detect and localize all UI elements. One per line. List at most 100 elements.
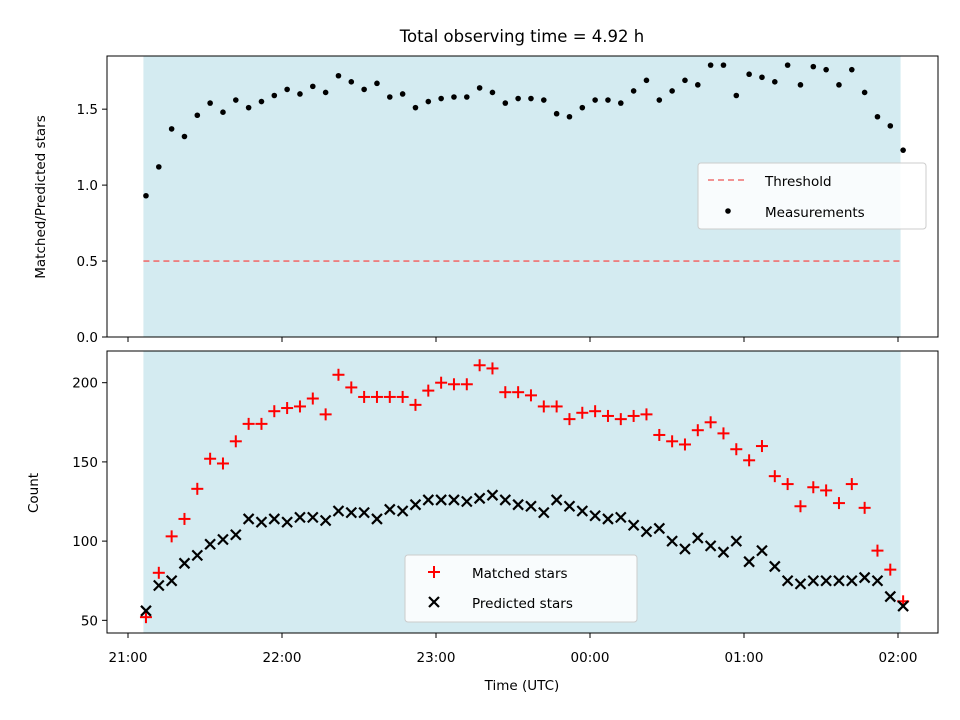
measurement-point	[515, 95, 521, 102]
matched-star-point	[820, 484, 833, 497]
matched-star-point	[332, 368, 345, 381]
measurement-point	[669, 88, 675, 94]
matched-star-point	[165, 530, 178, 543]
matched-star-point	[358, 390, 371, 403]
matched-star-point	[268, 405, 281, 418]
matched-star-point	[858, 501, 871, 514]
matched-star-point	[460, 378, 473, 391]
measurement-point	[874, 113, 881, 120]
predicted-star-point	[615, 511, 627, 524]
y-tick-label: 1.0	[77, 178, 98, 194]
predicted-star-point	[769, 560, 781, 573]
matched-star-point	[807, 481, 820, 494]
predicted-star-point	[461, 495, 473, 508]
count-panel: 50 100 150 200 21:00 22:00 23:00 00:00 01:00 02:…	[26, 350, 939, 694]
count-legend: Matched stars Predicted stars	[404, 554, 638, 623]
matched-star-point	[178, 512, 191, 525]
matched-star-point	[589, 405, 602, 418]
measurement-point	[720, 62, 727, 68]
x-axis-label: Time (UTC)	[484, 678, 560, 694]
measurement-points	[143, 62, 906, 199]
predicted-star-point	[781, 574, 794, 587]
measurement-point	[553, 110, 560, 117]
predicted-star-point	[255, 516, 268, 528]
predicted-star-point	[756, 544, 768, 557]
predicted-star-point	[486, 489, 499, 501]
measurement-point	[451, 94, 457, 100]
matched-star-point	[319, 408, 332, 421]
measurement-point	[733, 92, 740, 99]
predicted-star-point	[807, 574, 820, 587]
measurement-point	[310, 83, 316, 90]
predicted-star-point	[396, 505, 409, 517]
measurement-point	[399, 91, 406, 97]
matched-star-point	[871, 544, 884, 557]
predicted-star-point	[576, 505, 589, 517]
matched-star-point	[473, 359, 486, 372]
predicted-star-point	[794, 578, 807, 590]
predicted-star-point	[384, 503, 396, 516]
x-tick-label: 02:00	[879, 650, 918, 666]
predicted-star-point	[499, 494, 512, 506]
predicted-star-point	[897, 600, 909, 612]
matched-star-point	[563, 413, 576, 426]
matched-star-point	[601, 409, 614, 422]
matched-star-point	[486, 362, 499, 375]
measurement-point	[630, 88, 637, 94]
matched-star-point	[191, 482, 204, 495]
matched-star-point	[640, 408, 653, 421]
predicted-star-point	[730, 535, 743, 547]
predicted-star-point	[640, 525, 653, 538]
x-tick-label: 00:00	[571, 650, 610, 666]
measurement-point	[489, 89, 496, 96]
predicted-star-point	[448, 494, 460, 506]
legend-measurements-label: Measurements	[765, 205, 865, 221]
measurement-point	[836, 82, 842, 88]
count-y-ticks: 50 100 150 200	[72, 376, 107, 629]
ratio-x-ticks	[127, 337, 899, 342]
matched-star-point	[627, 409, 640, 422]
predicted-star-point	[846, 574, 858, 587]
predicted-star-point	[281, 516, 293, 528]
predicted-star-point	[512, 498, 524, 511]
predicted-star-point	[473, 492, 486, 505]
predicted-star-point	[717, 546, 730, 558]
predicted-star-point	[153, 579, 165, 592]
predicted-star-point	[204, 538, 216, 551]
y-tick-label: 0.0	[77, 330, 98, 346]
measurement-point	[861, 89, 868, 96]
predicted-star-point	[602, 513, 614, 525]
measurement-point	[284, 86, 290, 93]
measurement-point	[605, 97, 611, 103]
predicted-star-point	[550, 494, 563, 506]
measurement-point	[849, 66, 855, 73]
matched-star-point	[781, 478, 794, 491]
matched-star-point	[139, 611, 152, 624]
matched-star-point	[832, 497, 845, 510]
ratio-y-label: Matched/Predicted stars	[33, 115, 49, 278]
predicted-star-point	[858, 571, 871, 584]
measurement-point	[528, 95, 534, 102]
measurement-point	[784, 62, 791, 68]
predicted-star-point	[294, 511, 306, 524]
measurement-point	[502, 100, 509, 106]
matched-star-point	[152, 566, 165, 579]
predicted-star-point	[178, 557, 191, 570]
matched-star-point	[768, 470, 781, 483]
matched-stars-points	[139, 359, 910, 624]
matched-star-point	[666, 435, 679, 448]
measurement-point	[887, 123, 894, 129]
measurement-point	[168, 126, 175, 132]
matched-star-point	[229, 435, 242, 448]
predicted-star-point	[358, 506, 370, 519]
legend-matched-swatch	[428, 566, 440, 578]
matched-star-point	[524, 389, 537, 402]
legend-predicted-swatch	[428, 596, 440, 608]
predicted-star-point	[409, 498, 422, 511]
measurement-point	[643, 77, 650, 84]
matched-star-point	[743, 454, 756, 467]
predicted-star-point	[319, 514, 332, 527]
predicted-star-point	[217, 533, 229, 546]
measurement-point	[258, 98, 265, 105]
matched-star-point	[306, 392, 319, 405]
